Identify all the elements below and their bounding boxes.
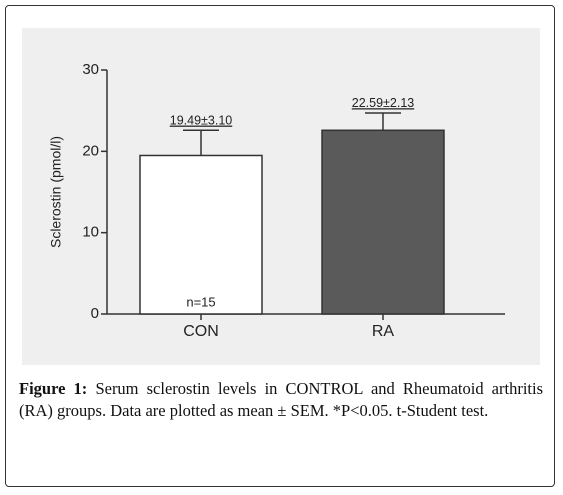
x-tick-label: RA <box>372 323 395 340</box>
y-tick-label: 30 <box>82 61 99 78</box>
caption-text: Serum sclerostin levels in CONTROL and R… <box>19 379 544 420</box>
plot-background <box>22 28 540 365</box>
y-tick-label: 20 <box>82 142 99 159</box>
annotation: n=15 <box>186 294 215 309</box>
bar <box>321 129 445 315</box>
y-tick-label: 10 <box>82 224 99 241</box>
x-tick-label: CON <box>183 323 219 340</box>
y-tick-label: 0 <box>91 305 99 322</box>
figure-frame <box>5 5 555 487</box>
bar <box>139 154 263 315</box>
value-label: 22.59±2.13 <box>352 96 415 110</box>
value-label: 19.49±3.10 <box>170 114 233 128</box>
caption-label: Figure 1: <box>19 379 88 398</box>
y-axis-label: Sclerostin (pmol/l) <box>48 136 64 248</box>
caption: Figure 1: Serum sclerostin levels in CON… <box>19 378 543 422</box>
